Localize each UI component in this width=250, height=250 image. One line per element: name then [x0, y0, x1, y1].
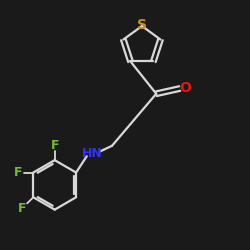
Text: O: O	[180, 81, 191, 95]
Text: S: S	[137, 18, 147, 32]
Text: F: F	[14, 166, 22, 179]
Text: HN: HN	[82, 147, 103, 160]
Text: F: F	[18, 202, 27, 214]
Text: F: F	[50, 139, 59, 152]
